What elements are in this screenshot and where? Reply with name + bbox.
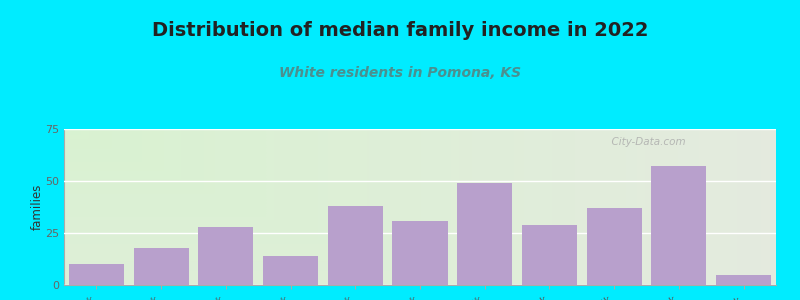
Bar — [198, 227, 254, 285]
Bar — [651, 167, 706, 285]
Text: White residents in Pomona, KS: White residents in Pomona, KS — [279, 66, 521, 80]
Bar — [263, 256, 318, 285]
Text: Distribution of median family income in 2022: Distribution of median family income in … — [152, 21, 648, 40]
Y-axis label: families: families — [30, 184, 44, 230]
Bar — [522, 225, 577, 285]
Bar — [586, 208, 642, 285]
Bar — [458, 183, 512, 285]
Bar — [328, 206, 382, 285]
Bar — [393, 220, 447, 285]
Text: City-Data.com: City-Data.com — [605, 137, 686, 147]
Bar — [69, 264, 124, 285]
Bar — [134, 248, 189, 285]
Bar — [716, 274, 771, 285]
